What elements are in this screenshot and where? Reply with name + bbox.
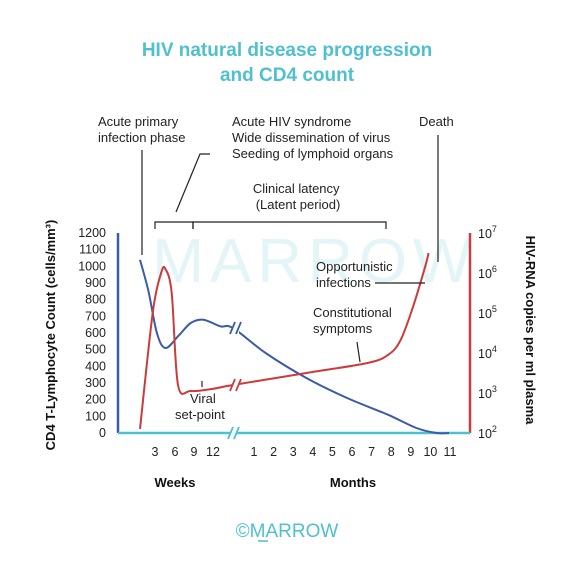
x-tick-month-11: 11 <box>444 445 457 459</box>
break-x-axis-gap <box>230 425 237 441</box>
annotation-acute-hiv: Acute HIV syndrome Wide dissemination of… <box>232 114 394 161</box>
left-tick-label-4: 400 <box>85 359 106 373</box>
axis-break-marks <box>227 320 242 441</box>
x-tick-month-5: 5 <box>329 445 336 459</box>
chart-title-line-1: HIV natural disease progression <box>142 40 432 61</box>
marrow-logo: ©MARROW <box>236 521 339 542</box>
x-tick-week-3: 3 <box>152 445 159 459</box>
annotation-leaders <box>141 135 439 387</box>
leader-acute-hiv <box>175 153 210 213</box>
x-tick-month-9: 9 <box>407 445 414 459</box>
left-tick-label-7: 700 <box>85 309 106 323</box>
annotation-opportunistic: Opportunistic infections <box>316 259 396 290</box>
x-segment-label-months: Months <box>330 475 376 490</box>
left-tick-label-10: 1000 <box>78 259 106 273</box>
left-tick-label-9: 900 <box>85 276 106 290</box>
x-tick-week-9: 9 <box>191 445 198 459</box>
right-tick-label-1: 103 <box>478 384 497 401</box>
leader-constitutional <box>356 341 361 363</box>
left-tick-label-11: 1100 <box>79 243 106 257</box>
x-tick-month-6: 6 <box>349 445 356 459</box>
right-tick-label-5: 107 <box>478 224 497 241</box>
break-cd4-a <box>229 321 236 335</box>
right-tick-label-4: 106 <box>478 264 497 281</box>
break-rna-a <box>229 378 236 392</box>
logo-text: MARROW <box>250 521 339 542</box>
x-segment-label-weeks: Weeks <box>155 475 196 490</box>
break-x-axis-b <box>233 426 240 440</box>
annotation-death: Death <box>419 114 454 129</box>
right-tick-label-2: 104 <box>478 344 497 361</box>
break-cd4-gap <box>232 320 239 336</box>
x-tick-week-12: 12 <box>206 445 220 459</box>
x-tick-month-3: 3 <box>290 445 297 459</box>
left-y-axis-label: CD4 T-Lymphocyte Count (cells/mm³) <box>43 220 58 451</box>
left-tick-label-1: 100 <box>85 409 106 423</box>
right-y-axis-label: HIV-RNA copies per ml plasma <box>523 236 538 426</box>
x-tick-month-1: 1 <box>251 445 258 459</box>
x-tick-month-2: 2 <box>270 445 277 459</box>
break-rna-b <box>235 378 242 392</box>
left-tick-label-0: 0 <box>99 426 106 440</box>
left-tick-label-5: 500 <box>85 343 106 357</box>
break-x-axis-a <box>227 426 234 440</box>
break-rna-gap <box>232 377 239 393</box>
left-tick-label-6: 600 <box>85 326 106 340</box>
annotation-setpoint: Viral set-point <box>175 391 225 422</box>
x-tick-month-7: 7 <box>368 445 375 459</box>
series-line-hiv-rna <box>139 252 430 430</box>
series-line-cd4 <box>139 259 450 435</box>
left-tick-label-8: 800 <box>85 293 106 307</box>
left-tick-label-3: 300 <box>85 376 106 390</box>
left-y-ticks: 0 100 200 300 400 500 600 700 800 900 1000 1100 1200 <box>78 226 106 440</box>
break-cd4-b <box>235 321 242 335</box>
chart-title-line-2: and CD4 count <box>220 65 355 86</box>
annotation-latency: Clinical latency (Latent period) <box>253 181 343 212</box>
annotation-constitutional: Constitutional symptoms <box>313 305 395 336</box>
watermark-text: MARROW <box>152 227 477 296</box>
x-tick-month-10: 10 <box>423 445 437 459</box>
x-tick-month-8: 8 <box>388 445 395 459</box>
x-tick-week-6: 6 <box>172 445 179 459</box>
right-tick-label-0: 102 <box>478 424 497 441</box>
x-ticks: 3 6 9 12 1 2 3 4 5 6 7 8 9 10 11 <box>152 445 457 459</box>
bracket-latency <box>192 221 387 229</box>
axes <box>116 233 472 435</box>
copyright-symbol: © <box>236 521 250 542</box>
left-tick-label-2: 200 <box>85 393 106 407</box>
annotation-acute-primary: Acute primary infection phase <box>98 114 185 145</box>
right-y-ticks: 102 103 104 105 106 107 <box>478 224 497 441</box>
right-tick-label-3: 105 <box>478 304 497 321</box>
left-tick-label-12: 1200 <box>78 226 106 240</box>
x-tick-month-4: 4 <box>309 445 316 459</box>
